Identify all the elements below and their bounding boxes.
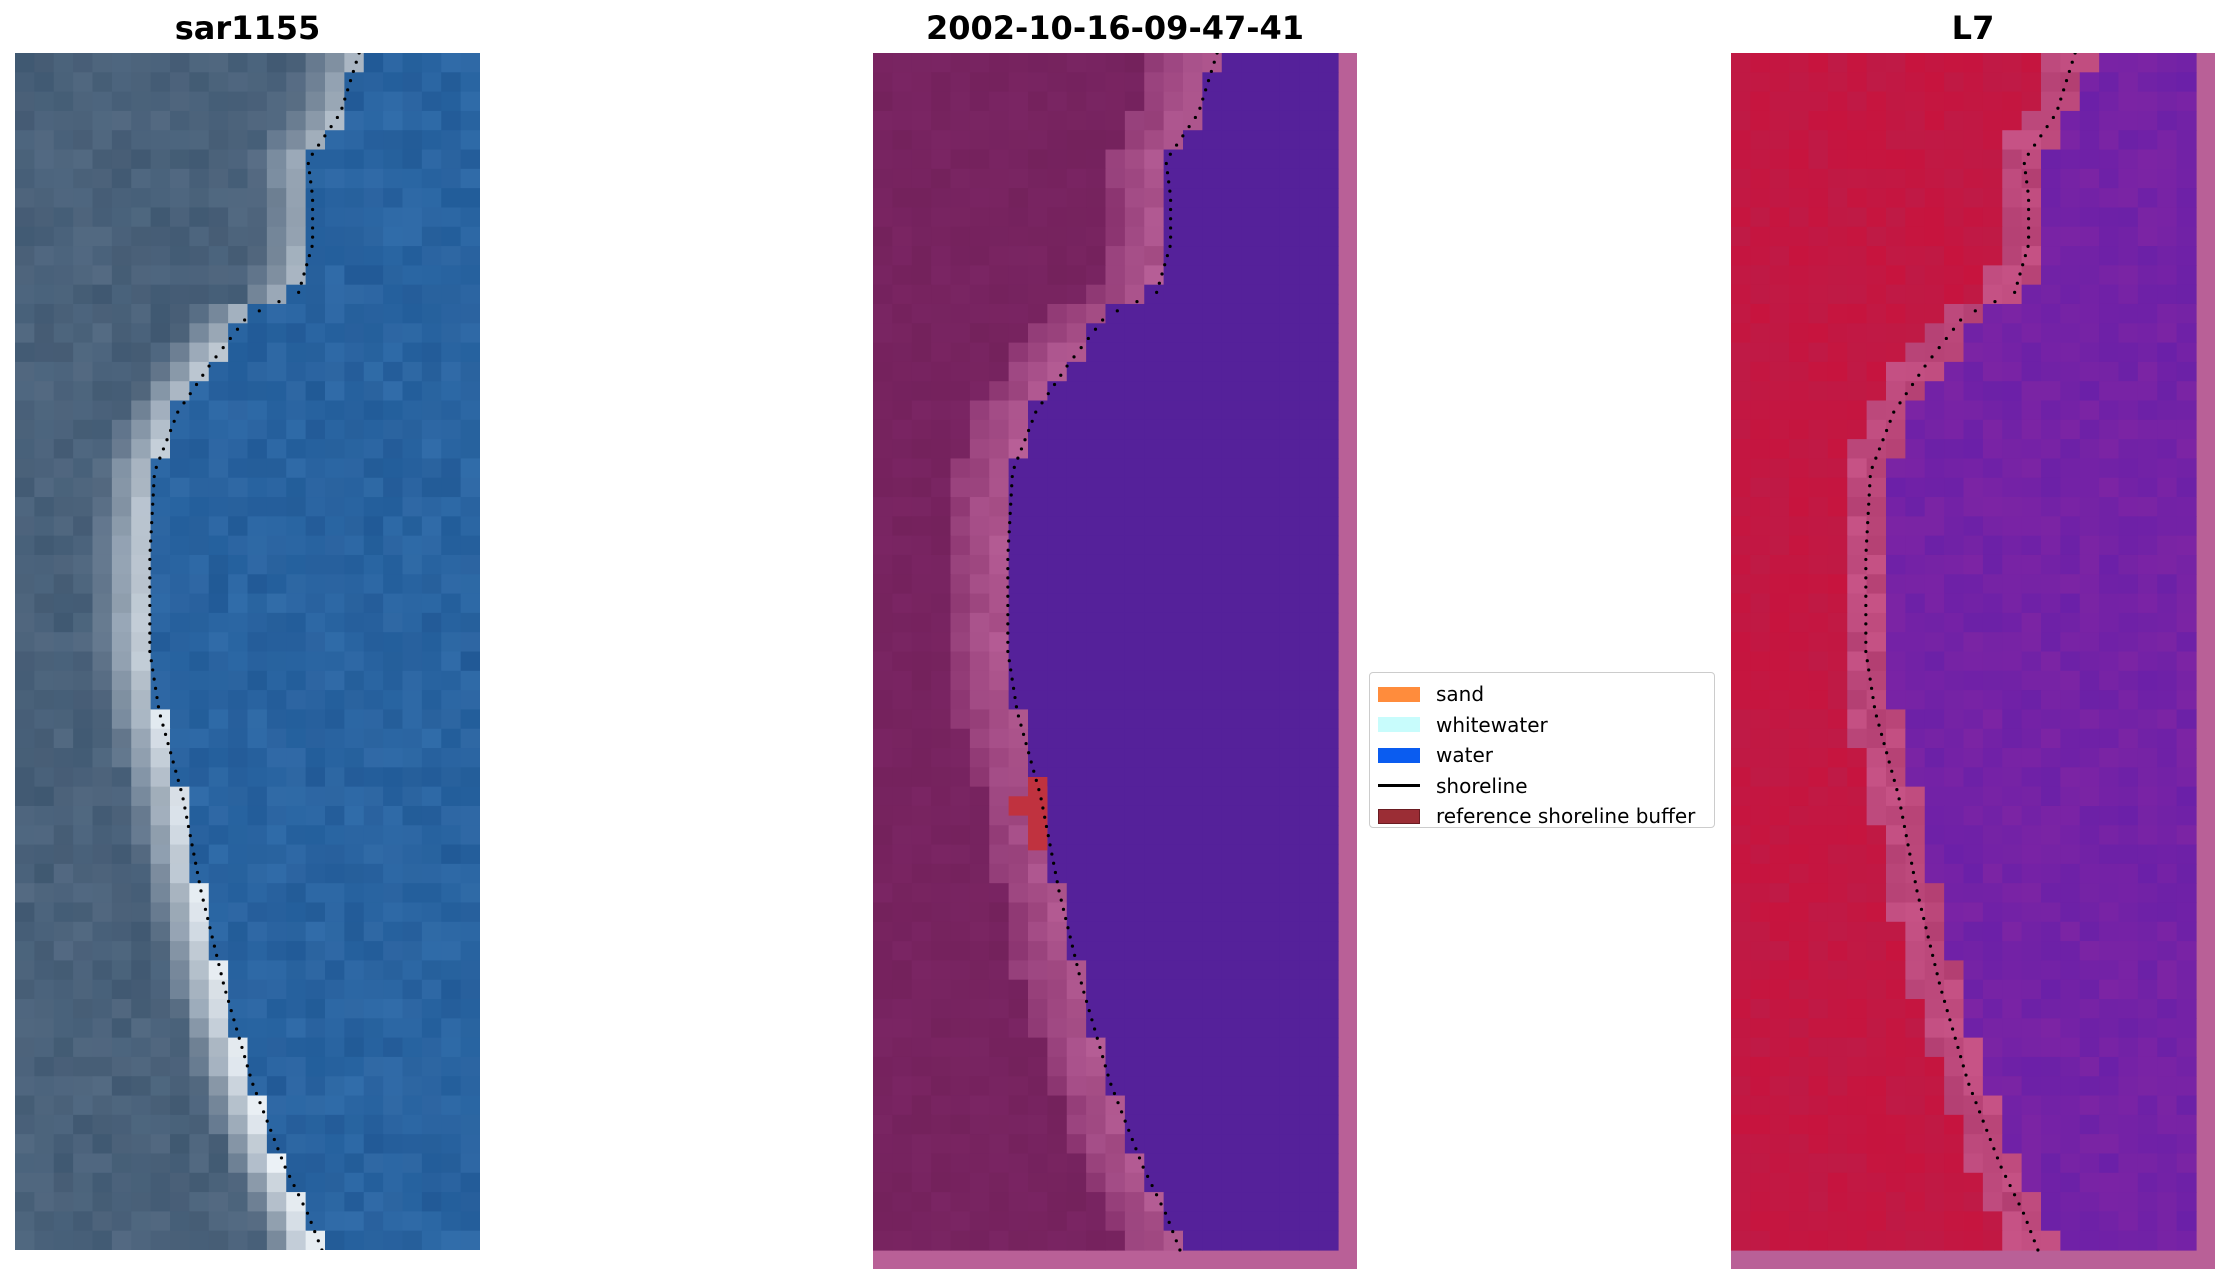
classified-image-panel xyxy=(873,53,1357,1269)
classified-image xyxy=(873,53,1357,1269)
shoreline-dots xyxy=(1006,53,1219,1252)
reference-buffer-patch xyxy=(1028,776,1048,851)
legend-label-sand: sand xyxy=(1436,682,1485,707)
water-swatch xyxy=(1378,747,1420,763)
legend-label-shoreline: shoreline xyxy=(1436,773,1528,798)
shoreline-dots xyxy=(1864,53,2077,1252)
panel-title-rgb: sar1155 xyxy=(174,9,321,47)
legend: sand whitewater water shoreline referenc… xyxy=(1369,672,1715,828)
legend-item-water: water xyxy=(1378,740,1714,771)
legend-item-sand: sand xyxy=(1378,679,1714,710)
rgb-image-panel xyxy=(15,53,480,1250)
panel-title-ndwi: L7 xyxy=(1951,9,1995,47)
legend-item-shoreline: shoreline xyxy=(1378,771,1714,802)
sand-swatch xyxy=(1378,686,1420,702)
legend-label-reference-buffer: reference shoreline buffer xyxy=(1436,804,1696,829)
ndwi-image xyxy=(1731,53,2215,1269)
shoreline-line-swatch xyxy=(1378,784,1420,788)
legend-item-reference-buffer: reference shoreline buffer xyxy=(1378,801,1714,832)
shoreline-dots xyxy=(148,53,361,1250)
legend-item-whitewater: whitewater xyxy=(1378,710,1714,741)
reference-buffer-swatch xyxy=(1378,808,1420,824)
ndwi-image-panel xyxy=(1731,53,2215,1269)
legend-label-water: water xyxy=(1436,743,1493,768)
rgb-satellite-image xyxy=(15,53,480,1250)
panel-title-classified: 2002-10-16-09-47-41 xyxy=(925,9,1305,47)
whitewater-swatch xyxy=(1378,717,1420,733)
legend-label-whitewater: whitewater xyxy=(1436,712,1548,737)
